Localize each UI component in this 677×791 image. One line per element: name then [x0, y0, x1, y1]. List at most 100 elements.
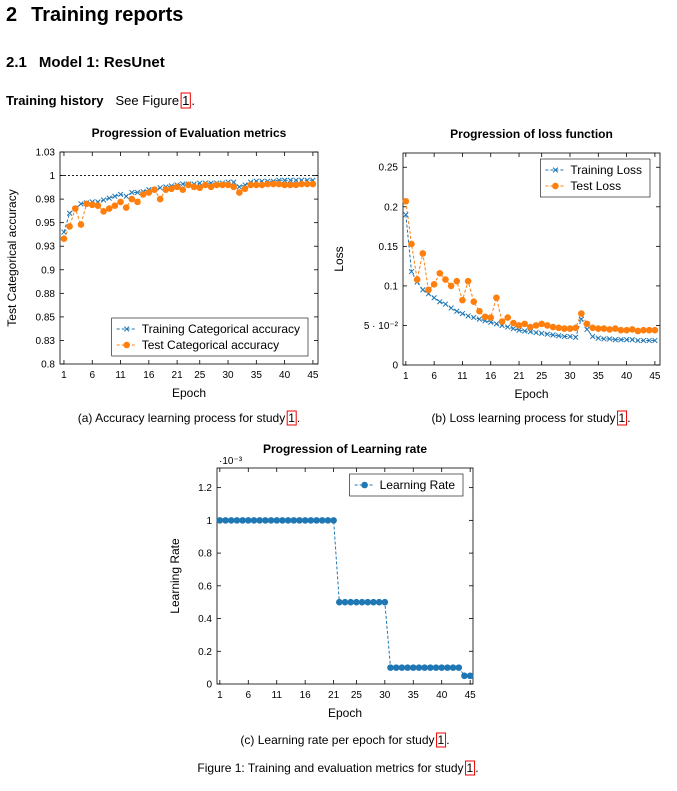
marker [106, 195, 112, 201]
marker [100, 197, 107, 203]
marker [408, 268, 415, 275]
marker [421, 664, 428, 671]
marker [442, 276, 449, 283]
marker [347, 598, 354, 606]
legend-box [111, 317, 309, 357]
figure-ref[interactable]: 1 [619, 411, 626, 425]
marker [83, 200, 90, 208]
marker [364, 598, 372, 606]
marker [449, 664, 457, 671]
x-axis-label: Epoch [514, 387, 548, 401]
marker [444, 664, 451, 671]
marker [409, 664, 417, 671]
marker [533, 329, 539, 336]
y-tick-label: 0.93 [36, 242, 56, 253]
marker [566, 325, 574, 332]
marker [455, 664, 463, 671]
x-tick-label: 30 [222, 370, 234, 381]
marker [273, 517, 281, 524]
marker [398, 664, 406, 671]
legend: Training Loss Test Loss [540, 158, 651, 198]
marker [270, 180, 277, 188]
marker [589, 333, 596, 340]
marker [267, 517, 275, 524]
marker [284, 517, 292, 524]
marker [527, 329, 534, 335]
x-tick-label: 35 [408, 690, 420, 701]
figure-caption-text: Figure 1: Training and evaluation metric… [197, 761, 463, 775]
figure-ref[interactable]: 1 [288, 411, 295, 425]
figure-ref[interactable]: 1 [467, 761, 474, 775]
marker [436, 269, 444, 277]
marker [262, 517, 269, 524]
marker [629, 336, 636, 343]
marker [216, 517, 224, 524]
x-tick-label: 30 [564, 371, 576, 382]
x-tick-label: 35 [251, 370, 263, 381]
marker [487, 319, 494, 326]
subsection-title: Model 1: ResUnet [39, 54, 165, 71]
x-tick-label: 1 [61, 370, 67, 381]
legend-label: Training Categorical accuracy [142, 322, 300, 336]
marker [250, 517, 258, 524]
marker [504, 324, 511, 330]
marker [595, 335, 602, 341]
x-tick-label: 16 [300, 690, 312, 701]
marker [538, 320, 545, 328]
marker [94, 202, 102, 210]
marker [606, 336, 613, 342]
marker [515, 322, 523, 329]
y-tick-label: 5 · 10⁻² [364, 321, 399, 332]
marker [459, 296, 466, 304]
marker [413, 276, 421, 283]
marker [78, 201, 84, 207]
y-tick-label: 0.9 [41, 265, 55, 276]
marker [117, 191, 124, 198]
figure-ref[interactable]: 1 [182, 93, 189, 108]
x-tick-label: 40 [621, 371, 633, 382]
x-axis-label: Epoch [328, 706, 362, 720]
subcaption-text: (b) Loss learning process for study [431, 411, 615, 425]
x-tick-label: 6 [246, 690, 252, 701]
y-tick-label: 0.15 [379, 242, 399, 253]
y-tick-label: 0.2 [198, 647, 212, 658]
marker [180, 181, 186, 187]
marker [173, 183, 181, 191]
marker [202, 181, 209, 189]
marker [236, 189, 243, 196]
marker [100, 208, 107, 215]
x-tick-label: 40 [436, 690, 448, 701]
y-tick-label: 0.2 [384, 202, 398, 213]
marker [381, 598, 389, 606]
marker [290, 517, 298, 524]
ref-box [465, 760, 476, 776]
x-tick-label: 45 [649, 371, 661, 382]
marker [307, 517, 315, 524]
marker [466, 672, 474, 680]
x-tick-label: 11 [457, 371, 468, 382]
plot-frame [402, 152, 661, 366]
marker [584, 326, 590, 333]
marker [145, 189, 153, 196]
marker [438, 664, 446, 671]
y-tick-label: 0.8 [198, 549, 212, 560]
marker [336, 598, 343, 606]
x-tick-label: 21 [513, 371, 525, 382]
figure-ref[interactable]: 1 [438, 733, 445, 747]
marker [510, 325, 517, 332]
x-tick-label: 11 [272, 690, 283, 701]
marker [241, 185, 249, 193]
marker [652, 337, 658, 344]
marker [623, 336, 630, 343]
legend-label: Test Loss [570, 179, 621, 193]
marker [207, 183, 215, 191]
legend-marker [552, 167, 559, 173]
marker [532, 322, 540, 329]
marker [471, 314, 477, 321]
chart-title: Progression of Learning rate [263, 442, 427, 456]
marker [628, 326, 636, 333]
marker [611, 325, 619, 332]
marker [538, 330, 545, 337]
y-tick-label: 0.8 [41, 360, 55, 371]
ref-box [180, 92, 191, 109]
